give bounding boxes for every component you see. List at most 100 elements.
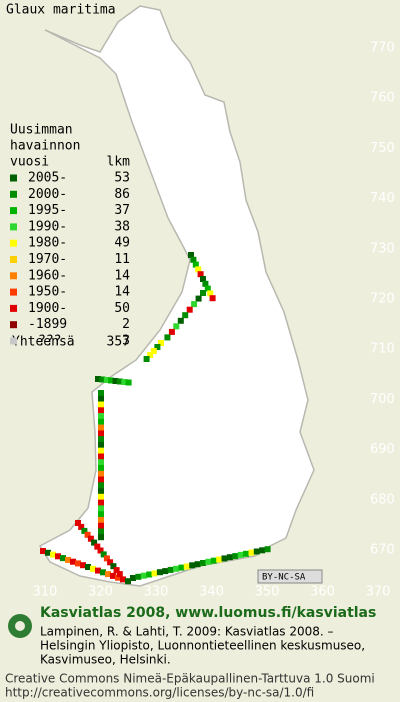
occurrence-square <box>216 556 223 563</box>
occurrence-square <box>173 565 180 572</box>
occurrence-square <box>98 476 104 483</box>
occurrence-square <box>60 555 66 562</box>
occurrence-square <box>84 531 91 538</box>
citation: Kasvimuseo, Helsinki. <box>40 653 171 667</box>
occurrence-square <box>98 401 104 408</box>
occurrence-square <box>95 376 101 382</box>
occurrence-square <box>195 266 202 273</box>
east-label: 350 <box>255 585 280 600</box>
occurrence-square <box>192 261 199 268</box>
occurrence-square <box>226 554 233 561</box>
legend-label: 1960- <box>28 268 67 283</box>
legend-swatch <box>10 190 17 198</box>
legend-count: 37 <box>114 203 130 218</box>
occurrence-square <box>154 344 161 350</box>
occurrence-square <box>99 376 106 383</box>
occurrence-square <box>253 548 260 555</box>
occurrence-square <box>87 535 94 542</box>
occurrence-square <box>190 256 197 263</box>
badge-text: BY-NC-SA <box>262 573 306 583</box>
occurrence-square <box>167 566 174 573</box>
legend-swatch <box>10 256 17 263</box>
occurrence-square <box>207 290 214 297</box>
occurrence-square <box>98 418 104 425</box>
occurrence-square <box>125 379 132 386</box>
occurrence-square <box>205 558 212 565</box>
occurrence-square <box>115 574 121 581</box>
occurrence-square <box>178 564 185 571</box>
north-label: 770 <box>370 41 395 56</box>
legend-count: 38 <box>114 219 130 234</box>
occurrence-square <box>98 465 104 471</box>
legend-swatch <box>10 174 17 182</box>
occurrence-square <box>191 301 198 308</box>
occurrence-square <box>98 447 104 454</box>
occurrence-square <box>156 569 163 576</box>
citation: Helsingin Yliopisto, Luonnontieteellinen… <box>40 639 365 653</box>
north-label: 690 <box>370 442 395 457</box>
east-label: 310 <box>33 585 58 600</box>
east-label: 360 <box>310 585 335 600</box>
occurrence-square <box>151 570 158 577</box>
occurrence-square <box>97 547 104 554</box>
legend-total-label: Yhteensä <box>12 335 75 350</box>
legend-swatch <box>10 239 17 247</box>
north-label: 680 <box>370 492 395 507</box>
legend-count: 2 <box>122 317 130 332</box>
occurrence-square <box>143 356 150 362</box>
legend-count: 86 <box>114 187 130 202</box>
occurrence-square <box>98 430 104 437</box>
occurrence-square <box>164 334 171 341</box>
occurrence-square <box>110 563 117 570</box>
occurrence-square <box>98 499 104 506</box>
occurrence-square <box>202 280 209 287</box>
occurrence-square <box>209 295 216 302</box>
occurrence-square <box>90 565 96 572</box>
occurrence-square <box>113 567 120 574</box>
legend-count: 3 <box>122 334 130 349</box>
north-label: 720 <box>370 292 395 307</box>
legend-heading: havainnon <box>10 139 80 154</box>
occurrence-square <box>103 377 110 383</box>
north-label: 740 <box>370 191 395 206</box>
occurrence-square <box>55 553 61 560</box>
east-label: 370 <box>366 585 391 600</box>
occurrence-square <box>183 563 190 570</box>
legend-label: ??? <box>38 334 61 349</box>
occurrence-square <box>98 436 104 443</box>
occurrence-square <box>75 520 81 526</box>
north-label: 670 <box>370 543 395 558</box>
legend-swatch <box>10 337 17 345</box>
occurrence-square <box>195 295 202 302</box>
occurrence-square <box>232 553 239 560</box>
occurrence-square <box>98 407 104 414</box>
occurrence-square <box>116 378 123 385</box>
occurrence-square <box>98 459 104 466</box>
occurrence-square <box>177 317 184 324</box>
legend-label: 1950- <box>28 285 67 300</box>
legend-column: vuosi <box>10 155 49 170</box>
legend: Uusimman havainnon vuosi lkm Yhteensä 35… <box>10 123 130 350</box>
legend-label: -1899 <box>28 317 67 332</box>
logo-center <box>15 621 25 631</box>
east-label: 330 <box>144 585 169 600</box>
occurrence-square <box>130 575 136 581</box>
legend-count: 53 <box>114 171 130 186</box>
occurrence-square <box>98 488 104 495</box>
occurrence-square <box>94 543 101 550</box>
occurrence-square <box>108 377 115 384</box>
occurrence-square <box>158 340 164 346</box>
north-label: 730 <box>370 241 395 256</box>
legend-label: 1995- <box>28 203 67 218</box>
occurrence-square <box>80 562 86 569</box>
occurrence-square <box>116 571 123 578</box>
legend-label: 1980- <box>28 236 67 251</box>
occurrence-square <box>188 252 194 258</box>
legend-column: lkm <box>107 155 131 170</box>
observation-squares <box>40 252 271 585</box>
north-label: 760 <box>370 91 395 106</box>
occurrence-square <box>50 551 56 558</box>
occurrence-square <box>107 559 114 566</box>
occurrence-square <box>98 493 104 500</box>
